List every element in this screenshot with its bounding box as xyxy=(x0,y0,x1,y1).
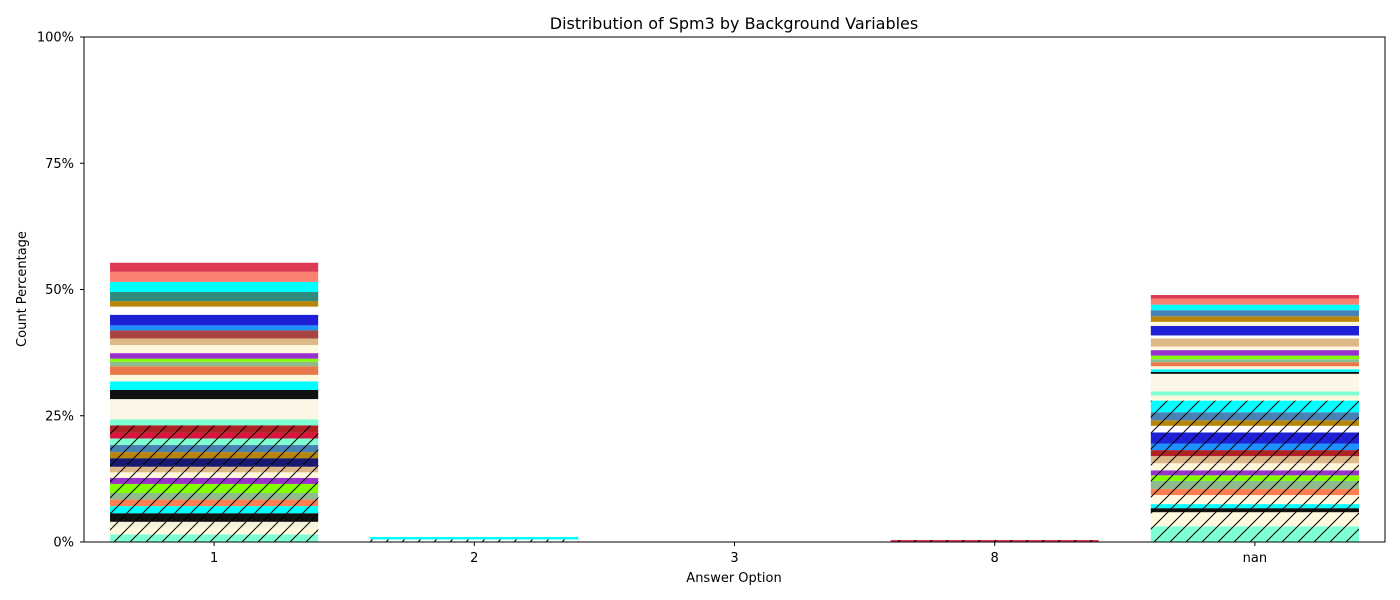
bar-segment-hatch-nan-10 xyxy=(1150,463,1359,471)
bar-segment-1-33 xyxy=(110,292,319,302)
y-tick-label: 50% xyxy=(45,283,74,298)
x-tick-label: 1 xyxy=(210,551,218,566)
bar-segment-hatch-nan-12 xyxy=(1150,450,1359,457)
bar-segment-1-27 xyxy=(110,338,319,346)
bar-segment-hatch-1-7 xyxy=(110,483,319,494)
bar-segment-hatch-1-16 xyxy=(110,425,319,433)
bar-segment-nan-25 xyxy=(1150,362,1359,367)
bar-segment-nan-23 xyxy=(1150,369,1359,372)
bar-segment-hatch-nan-4 xyxy=(1150,504,1359,509)
bar-segment-hatch-nan-1 xyxy=(1150,526,1359,536)
bar-segment-1-28 xyxy=(110,330,319,339)
x-tick-label: 2 xyxy=(470,551,478,566)
bar-segment-hatch-nan-2 xyxy=(1150,512,1359,527)
bar-segment-hatch-nan-16 xyxy=(1150,420,1359,426)
y-tick-label: 25% xyxy=(45,409,74,424)
bar-segment-hatch-nan-17 xyxy=(1150,412,1359,421)
bar-segment-1-30 xyxy=(110,314,319,326)
bar-segment-hatch-1-15 xyxy=(110,432,319,439)
bar-segment-nan-38 xyxy=(1150,295,1359,299)
bar-segment-hatch-nan-9 xyxy=(1150,470,1359,476)
bar-segment-hatch-1-2 xyxy=(110,521,319,528)
bar-segment-nan-33 xyxy=(1150,321,1359,326)
bar-segment-nan-30 xyxy=(1150,338,1359,347)
plot-area: 0% 25% 50% 75% 100% 1 2 3 8 nan xyxy=(37,31,1386,566)
x-tick-label: nan xyxy=(1243,551,1267,566)
bar-segment-1-32 xyxy=(110,301,319,307)
bar-segment-nan-32 xyxy=(1150,325,1359,336)
bar-segment-1-22 xyxy=(110,366,319,375)
bar-segment-1-25 xyxy=(110,353,319,359)
bar-segment-hatch-nan-13 xyxy=(1150,443,1359,451)
bar-segment-hatch-2-0 xyxy=(370,539,579,542)
bar-segment-nan-20 xyxy=(1150,391,1359,396)
bar-segment-nan-35 xyxy=(1150,310,1359,317)
bar-segment-1-36 xyxy=(110,262,319,272)
bar-segment-hatch-1-12 xyxy=(110,452,319,459)
y-tick-label: 0% xyxy=(53,536,74,551)
bar-segment-hatch-nan-3 xyxy=(1150,508,1359,513)
bar-segment-1-18 xyxy=(110,399,319,420)
bar-segment-nan-19 xyxy=(1150,395,1359,401)
bar-segment-hatch-nan-11 xyxy=(1150,456,1359,464)
x-tick-label: 3 xyxy=(730,551,738,566)
bar-segment-hatch-1-10 xyxy=(110,466,319,473)
bar-segment-hatch-8-0 xyxy=(890,539,1099,542)
bar-segment-nan-27 xyxy=(1150,355,1359,360)
x-axis-title: Answer Option xyxy=(686,571,781,586)
bar-segment-nan-29 xyxy=(1150,346,1359,351)
bar-segment-hatch-nan-6 xyxy=(1150,488,1359,496)
bar-segment-nan-34 xyxy=(1150,316,1359,322)
bar-segment-nan-24 xyxy=(1150,366,1359,370)
bar-segment-hatch-1-8 xyxy=(110,477,319,484)
bar-segment-1-35 xyxy=(110,271,319,282)
bar-segment-hatch-1-9 xyxy=(110,472,319,478)
y-axis-title: Count Percentage xyxy=(15,231,30,347)
bar-segment-nan-31 xyxy=(1150,335,1359,339)
bar-segment-1-26 xyxy=(110,345,319,354)
bar-segment-hatch-1-11 xyxy=(110,458,319,467)
y-tick-label: 75% xyxy=(45,157,74,172)
bar-segment-1-31 xyxy=(110,306,319,315)
bar-segment-1-29 xyxy=(110,325,319,331)
bar-segment-nan-37 xyxy=(1150,298,1359,305)
bar-segment-1-20 xyxy=(110,381,319,390)
bar-segment-hatch-nan-0 xyxy=(1150,535,1359,542)
bar-segment-nan-36 xyxy=(1150,304,1359,311)
bar-segment-hatch-nan-18 xyxy=(1150,400,1359,413)
bar-segment-1-24 xyxy=(110,358,319,362)
bar-segment-1-34 xyxy=(110,281,319,293)
bar-segment-hatch-1-5 xyxy=(110,499,319,507)
bar-segment-hatch-1-0 xyxy=(110,534,319,542)
bar-segment-hatch-1-3 xyxy=(110,513,319,522)
bar-segment-hatch-1-6 xyxy=(110,493,319,500)
bar-segment-nan-28 xyxy=(1150,350,1359,356)
bar-segment-1-21 xyxy=(110,374,319,382)
bar-segment-nan-26 xyxy=(1150,359,1359,363)
bar-segment-hatch-1-14 xyxy=(110,438,319,446)
bar-segment-hatch-1-1 xyxy=(110,527,319,535)
bar-segment-hatch-1-4 xyxy=(110,506,319,514)
bar-segment-hatch-nan-5 xyxy=(1150,495,1359,505)
x-tick-label: 8 xyxy=(991,551,999,566)
bar-segment-hatch-nan-15 xyxy=(1150,425,1359,433)
bar-segment-2-1 xyxy=(370,536,579,540)
bar-segment-1-23 xyxy=(110,361,319,367)
chart-title: Distribution of Spm3 by Background Varia… xyxy=(550,14,918,33)
bar-segment-hatch-nan-7 xyxy=(1150,480,1359,489)
y-tick-label: 100% xyxy=(37,31,74,46)
bar-segment-nan-22 xyxy=(1150,371,1359,374)
bar-segment-hatch-nan-8 xyxy=(1150,475,1359,481)
bar-segment-hatch-1-13 xyxy=(110,445,319,453)
bar-segment-1-19 xyxy=(110,390,319,400)
bar-segment-hatch-nan-14 xyxy=(1150,432,1359,444)
bar-segment-nan-21 xyxy=(1150,373,1359,392)
bar-segment-1-17 xyxy=(110,419,319,426)
